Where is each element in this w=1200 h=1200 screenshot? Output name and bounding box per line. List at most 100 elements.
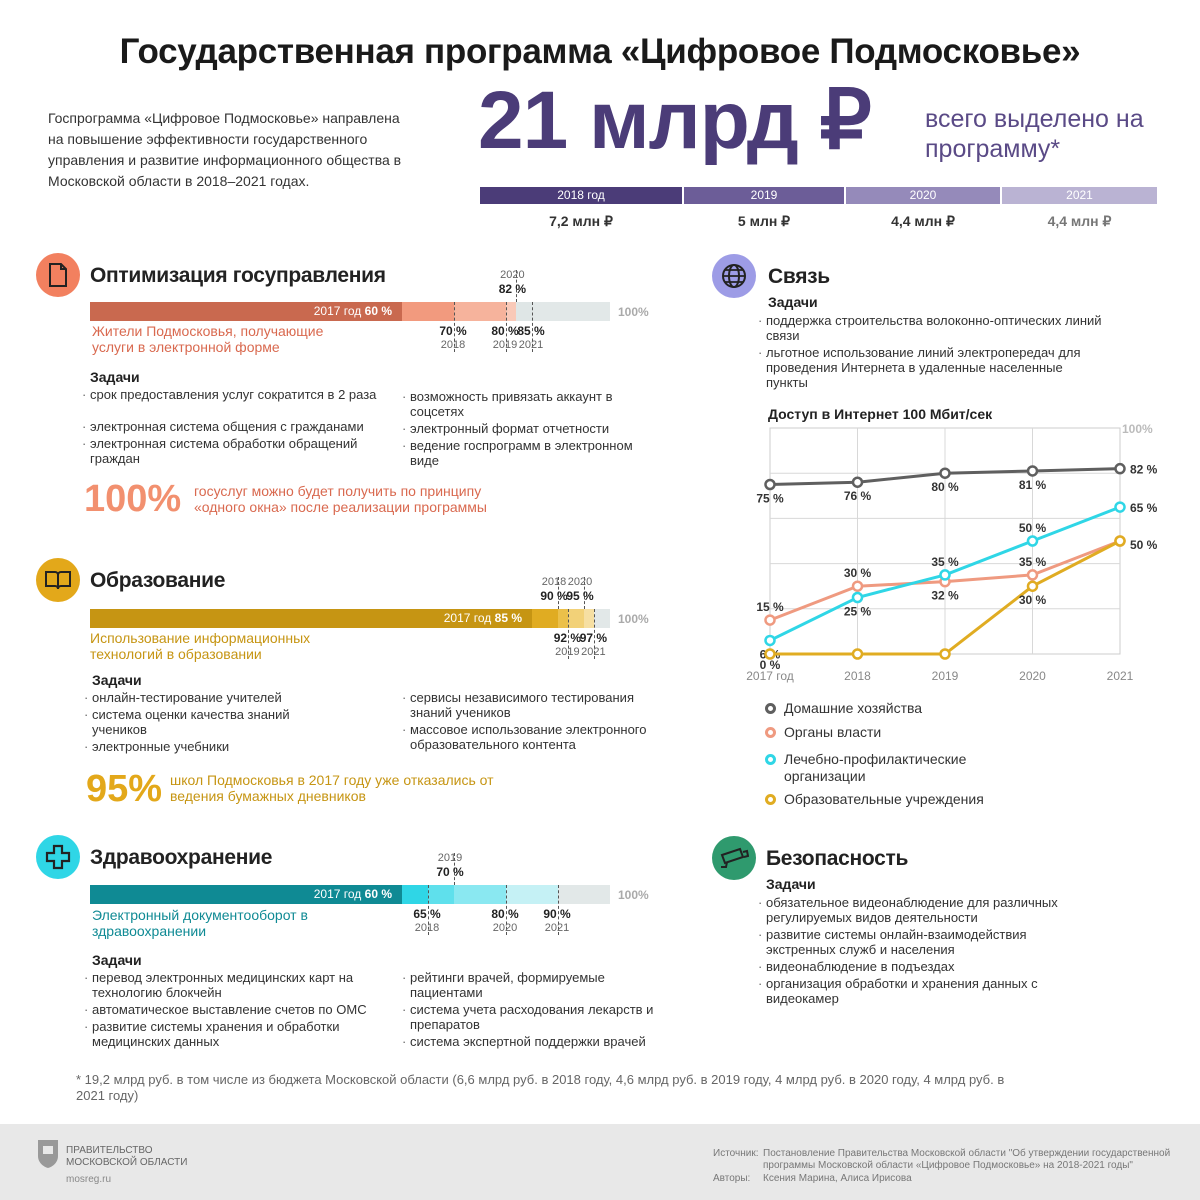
task-item: возможность привязать аккаунт в соцсетях xyxy=(402,389,662,419)
bar-marker-pct: 90 % xyxy=(543,907,571,921)
chart-data-label: 80 % xyxy=(931,480,959,494)
internet-access-chart: 2017 год 2018 2019 2020 2021 100% 75 % 76 % 80 %… xyxy=(746,422,1158,683)
bar-start-label: 2017 год 60 % xyxy=(90,305,392,318)
big-text-edu: школ Подмосковья в 2017 году уже отказал… xyxy=(170,772,494,804)
bar-marker-year: 2020 xyxy=(567,576,593,588)
bar-hundred-label: 100% xyxy=(618,888,649,902)
chart-point xyxy=(1026,465,1039,477)
task-item: система экспертной поддержки врачей xyxy=(402,1034,662,1049)
bar-segment-2020 xyxy=(568,609,584,628)
bar-segment-2021 xyxy=(516,302,532,321)
bar-marker-year: 2021 xyxy=(518,339,544,351)
bar-segment-2018 xyxy=(402,885,428,904)
book-icon xyxy=(36,558,80,602)
chart-point xyxy=(764,478,776,491)
legend-item: Домашние хозяйства xyxy=(765,700,1045,740)
legend-marker xyxy=(765,727,776,738)
legend-marker xyxy=(765,794,776,805)
budget-year-value: 7,2 млн ₽ xyxy=(549,213,613,229)
budget-total: 21 млрд ₽ xyxy=(478,75,872,166)
tasks-heading-comm: Задачи xyxy=(768,294,818,310)
source-label: Источник: xyxy=(713,1148,759,1159)
bar-segment-2021 xyxy=(584,609,595,628)
chart-data-label: 0 % xyxy=(760,658,781,672)
chart-point xyxy=(764,648,776,660)
chart-data-label: 30 % xyxy=(1019,593,1047,607)
chart-data-label: 76 % xyxy=(844,489,872,503)
budget-year-value: 4,4 млн ₽ xyxy=(1047,213,1112,229)
bar-start-pct: 60 % xyxy=(364,304,392,318)
task-item: ведение госпрограмм в электронном виде xyxy=(402,438,662,468)
bar-segment-remaining xyxy=(532,302,610,321)
chart-point xyxy=(764,614,776,626)
task-item: рейтинги врачей, формируемые пациентами xyxy=(402,970,662,1000)
bar-marker-year: 2018 xyxy=(541,576,567,588)
chart-x-tick: 2017 год xyxy=(746,669,794,683)
bar-marker-year: 2019 xyxy=(555,646,580,658)
intro-text: Госпрограмма «Цифровое Подмосковье» напр… xyxy=(48,110,402,189)
bar-marker-line xyxy=(506,885,507,935)
chart-x-tick: 2019 xyxy=(932,669,959,683)
chart-point xyxy=(1026,535,1039,547)
task-item: организация обработки и хранения данных … xyxy=(758,976,1078,1006)
chart-point xyxy=(851,591,864,604)
chart-data-label: 15 % xyxy=(756,600,784,614)
chart-data-label: 81 % xyxy=(1019,478,1047,492)
bar-marker-line xyxy=(516,270,518,302)
chart-x-tick: 2018 xyxy=(844,669,871,683)
task-item: развитие системы хранения и обработки ме… xyxy=(84,1019,394,1049)
chart-point xyxy=(764,634,776,647)
section-title-security: Безопасность xyxy=(766,847,909,870)
chart-point xyxy=(1026,580,1039,592)
task-item: срок предоставления услуг сократится в 2… xyxy=(82,387,382,402)
bar-marker-pct: 70 % xyxy=(439,324,467,338)
bar-marker-year: 2018 xyxy=(414,922,440,934)
bar-segment-2018 xyxy=(402,302,454,321)
bar-segment-2020 xyxy=(454,885,506,904)
task-item: поддержка строительства волоконно-оптиче… xyxy=(758,313,1108,343)
chart-data-label: 32 % xyxy=(931,589,959,603)
task-item: видеонаблюдение в подъездах xyxy=(758,959,1078,974)
bar-marker-year: 2021 xyxy=(581,646,606,658)
tasks-heading-health: Задачи xyxy=(92,952,142,968)
bar-hundred-label: 100% xyxy=(618,612,649,626)
budget-year-value: 4,4 млн ₽ xyxy=(891,213,955,229)
budget-subtitle: всего выделено на программу* xyxy=(925,105,1144,163)
big-pct-gov: 100% xyxy=(84,478,182,520)
page-title: Государственная программа «Цифровое Подм… xyxy=(119,32,1081,71)
bar-marker-line xyxy=(532,302,533,352)
site-link[interactable]: mosreg.ru xyxy=(66,1174,112,1185)
bar-marker-year: 2018 xyxy=(440,339,466,351)
chart-data-label: 65 % xyxy=(1130,501,1158,515)
bar-marker-line xyxy=(594,609,596,659)
tasks-heading-gov: Задачи xyxy=(90,369,140,385)
budget-year-cell: 2019 xyxy=(684,187,844,204)
coat-of-arms-icon xyxy=(36,1138,60,1170)
budget-year-value: 5 млн ₽ xyxy=(737,213,791,229)
bar-hundred-label: 100% xyxy=(618,305,649,319)
bar-segment-2017 xyxy=(90,302,402,321)
org-line2: МОСКОВСКОЙ ОБЛАСТИ xyxy=(66,1157,188,1168)
bar-label-gov: Жители Подмосковья, получающие услуги в … xyxy=(92,323,324,355)
legend-label: Органы власти xyxy=(784,724,882,740)
chart-x-tick: 2020 xyxy=(1019,669,1046,683)
bar-marker-year: 2019 xyxy=(437,852,463,864)
big-text-gov: госуслуг можно будет получить по принцип… xyxy=(194,483,487,515)
chart-title: Доступ в Интернет 100 Мбит/сек xyxy=(768,406,993,422)
legend-marker xyxy=(765,754,776,765)
task-item: онлайн-тестирование учителей xyxy=(84,690,314,705)
chart-point xyxy=(939,467,951,479)
task-item: электронные учебники xyxy=(84,739,314,754)
task-item: льготное использование линий электропере… xyxy=(758,345,1108,390)
budget-year-cell: 2018 год xyxy=(480,187,682,204)
task-item: электронная система обработки обращений … xyxy=(82,436,382,466)
legend-item: Образовательные учреждения xyxy=(765,791,1045,831)
big-pct-edu: 95% xyxy=(86,768,163,810)
task-item: электронный формат отчетности xyxy=(402,421,662,436)
bar-marker-year: 2020 xyxy=(500,269,525,281)
chart-data-label: 30 % xyxy=(844,566,872,580)
chart-point xyxy=(1114,462,1126,475)
chart-data-label: 35 % xyxy=(1019,555,1047,569)
medical-cross-icon xyxy=(36,835,80,879)
bar-marker-line xyxy=(558,885,559,935)
